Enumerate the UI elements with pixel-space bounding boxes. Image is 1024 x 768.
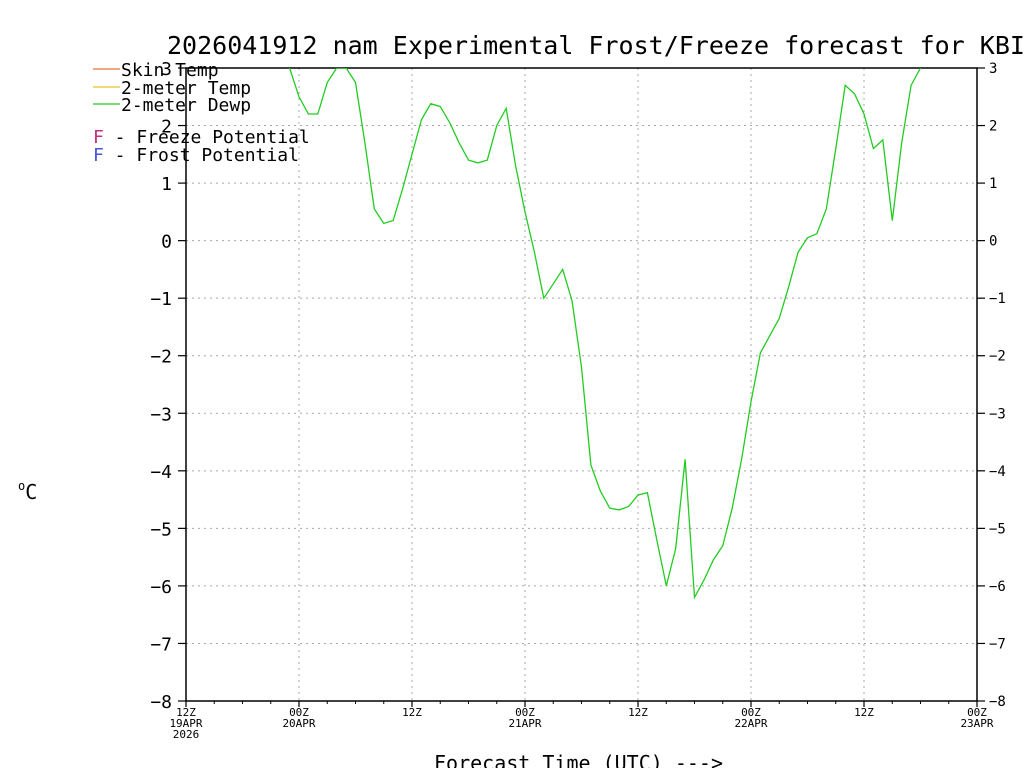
y-tick-label-right: 0 [989,234,997,250]
freeze-marker-text: - Freeze Potential [104,127,310,148]
y-tick-label-left: 2 [161,117,172,138]
y-axis-label: oC [18,479,37,504]
series-line-2-meter-dewp [288,68,922,600]
x-tick-label: 21APR [508,717,541,730]
x-tick-label: 19APR [169,717,202,730]
x-tick-label: 12Z [176,706,196,719]
x-tick-label: 20APR [282,717,315,730]
y-tick-label-right: 3 [989,61,997,77]
y-tick-label-right: −8 [989,694,1006,710]
x-tick-label: 00Z [515,706,535,719]
x-tick-label: 12Z [854,706,874,719]
y-tick-label-right: 2 [989,119,997,135]
frost-marker-letter: F [93,145,104,166]
x-tick-label: 12Z [402,706,422,719]
y-tick-label-right: −5 [989,521,1006,537]
legend-label-2m-temp: 2-meter Temp [121,78,251,99]
legend-freeze-potential: F - Freeze Potential [93,127,310,148]
y-axis-label-unit: C [25,480,37,504]
y-tick-label-left: −7 [150,634,172,655]
y-tick-label-left: −4 [150,462,172,483]
x-tick-label: 22APR [734,717,767,730]
y-tick-label-right: −1 [989,291,1006,307]
x-tick-label: 23APR [960,717,993,730]
y-tick-label-left: −8 [150,692,172,713]
legend-label-2m-dewp: 2-meter Dewp [121,95,251,116]
x-tick-label: 00Z [967,706,987,719]
legend-label-skin-temp: Skin Temp [121,60,219,81]
y-tick-label-left: −1 [150,289,172,310]
legend-frost-potential: F - Frost Potential [93,145,299,166]
y-axis-label-degree: o [18,479,25,493]
y-tick-label-right: −2 [989,349,1006,365]
y-tick-label-left: 1 [161,174,172,195]
x-tick-label: 00Z [289,706,309,719]
x-axis-label: Forecast Time (UTC) ---> [434,751,723,768]
y-tick-label-left: −2 [150,347,172,368]
x-tick-label: 2026 [173,728,200,741]
y-tick-label-right: −6 [989,579,1006,595]
axis-ticks: 3 3 2 2 1 1 0 0 −1 −1 −2 −2 −3 −3 −4 −4 −5 −5 −6 −6 −7 −7 −8 −8… [150,59,1006,741]
y-tick-label-right: 1 [989,176,997,192]
y-tick-label-right: −7 [989,636,1006,652]
y-tick-label-left: −6 [150,577,172,598]
y-tick-label-left: −5 [150,519,172,540]
y-tick-label-left: 0 [161,232,172,253]
series-layer [288,68,922,600]
x-tick-label: 12Z [628,706,648,719]
y-tick-label-right: −4 [989,464,1006,480]
chart-title: 2026041912 nam Experimental Frost/Freeze… [167,31,1024,60]
y-tick-label-left: 3 [161,59,172,80]
y-tick-label-left: −3 [150,404,172,425]
frost-marker-text: - Frost Potential [104,145,299,166]
y-tick-label-right: −3 [989,406,1006,422]
x-tick-label: 00Z [741,706,761,719]
legend: Skin Temp 2-meter Temp 2-meter Dewp F - … [93,60,310,166]
freeze-marker-letter: F [93,127,104,148]
